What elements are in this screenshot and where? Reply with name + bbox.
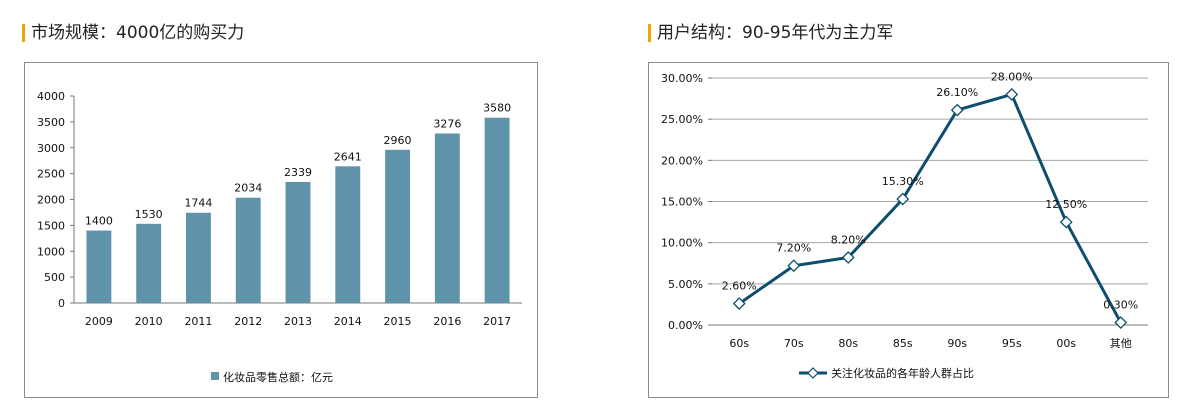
x-tick-label: 60s	[729, 337, 749, 350]
y-tick-label: 3000	[37, 142, 65, 155]
bar-data-label: 3580	[483, 102, 511, 115]
user-structure-chart: 0.00% 5.00% 10.00% 15.00% 20.00% 25.00% 30.00%…	[648, 62, 1169, 398]
market-size-title: 市场规模：4000亿的购买力	[22, 22, 244, 44]
x-tick-label: 其他	[1110, 337, 1132, 350]
bar	[434, 133, 460, 303]
point-data-label: 12.50%	[1045, 198, 1087, 211]
x-tick-label: 2016	[433, 315, 461, 328]
bar	[136, 223, 162, 303]
y-tick-label: 4000	[37, 90, 65, 103]
bar	[285, 181, 311, 303]
bar	[86, 230, 112, 303]
market-size-chart: 0 500 1000 1500 2000 2500 3000 3500 4000 1400 2009…	[24, 62, 538, 398]
x-tick-label: 95s	[1002, 337, 1022, 350]
x-tick-label: 2009	[85, 315, 113, 328]
point-data-label: 2.60%	[722, 280, 757, 293]
legend-label: 关注化妆品的各年龄人群占比	[831, 366, 974, 380]
y-tick-label: 5.00%	[668, 278, 703, 291]
user-structure-title: 用户结构：90-95年代为主力军	[648, 22, 893, 44]
x-tick-label: 70s	[784, 337, 804, 350]
bar-data-label: 1744	[184, 197, 212, 210]
y-tick-label: 15.00%	[661, 196, 703, 209]
x-tick-label: 2017	[483, 315, 511, 328]
point-data-label: 0.30%	[1103, 299, 1138, 312]
x-tick-label: 2012	[234, 315, 262, 328]
bar-data-label: 2339	[284, 166, 312, 179]
series-line	[738, 92, 1123, 324]
y-tick-label: 10.00%	[661, 237, 703, 250]
y-tick-label: 25.00%	[661, 113, 703, 126]
bar	[235, 197, 261, 303]
y-tick-label: 1500	[37, 219, 65, 232]
point-data-label: 26.10%	[936, 86, 978, 99]
y-tick-label: 0.00%	[668, 319, 703, 332]
y-tick-label: 500	[44, 271, 65, 284]
bar-data-label: 1530	[135, 208, 163, 221]
y-tick-label: 2000	[37, 194, 65, 207]
y-tick-label: 0	[58, 297, 65, 310]
y-tick-label: 20.00%	[661, 154, 703, 167]
data-point-marker	[950, 103, 964, 117]
bar	[484, 117, 510, 303]
x-tick-label: 85s	[893, 337, 913, 350]
legend-label: 化妆品零售总额：亿元	[223, 370, 333, 384]
x-tick-label: 2014	[334, 315, 362, 328]
x-tick-label: 00s	[1056, 337, 1076, 350]
x-tick-label: 2013	[284, 315, 312, 328]
bar-data-label: 2960	[384, 134, 412, 147]
x-tick-label: 80s	[838, 337, 858, 350]
point-data-label: 7.20%	[776, 242, 811, 255]
bar-data-label: 3276	[433, 117, 461, 130]
x-tick-label: 2011	[184, 315, 212, 328]
bar-chart-svg: 0 500 1000 1500 2000 2500 3000 3500 4000 1400 2009…	[37, 90, 522, 384]
y-tick-label: 2500	[37, 168, 65, 181]
data-point-marker	[1005, 88, 1019, 101]
data-point-marker	[1114, 316, 1128, 329]
y-tick-label: 1000	[37, 245, 65, 258]
x-tick-label: 2015	[384, 315, 412, 328]
data-point-marker	[841, 251, 855, 264]
y-tick-label: 30.00%	[661, 72, 703, 85]
data-point-marker	[787, 259, 801, 273]
line-chart-svg: 0.00% 5.00% 10.00% 15.00% 20.00% 25.00% 30.00%…	[661, 70, 1148, 380]
x-tick-label: 2010	[135, 315, 163, 328]
data-point-marker	[732, 297, 746, 311]
y-tick-label: 3500	[37, 116, 65, 129]
bar-data-label: 2641	[334, 150, 362, 163]
point-data-label: 15.30%	[882, 175, 924, 188]
bar	[385, 149, 410, 303]
bar	[186, 212, 211, 303]
legend-swatch	[211, 372, 219, 380]
bar	[335, 166, 361, 303]
x-tick-label: 90s	[947, 337, 967, 350]
bar-data-label: 1400	[85, 215, 113, 228]
legend-marker	[807, 367, 819, 379]
bar-data-label: 2034	[234, 182, 262, 195]
point-data-label: 28.00%	[991, 70, 1033, 83]
data-point-marker	[1059, 215, 1073, 229]
point-data-label: 8.20%	[831, 233, 866, 246]
data-point-marker	[896, 192, 910, 206]
